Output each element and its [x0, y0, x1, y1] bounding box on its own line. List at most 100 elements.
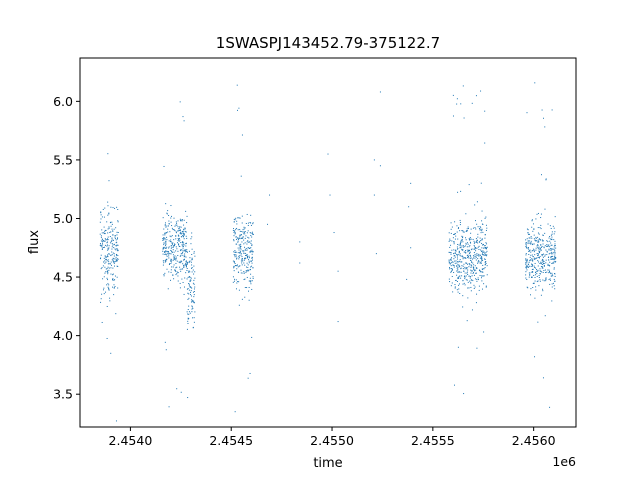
data-point [483, 283, 485, 285]
data-point [481, 252, 483, 254]
data-point [108, 269, 110, 271]
data-point [474, 246, 476, 248]
data-point [551, 283, 553, 285]
data-point [450, 268, 452, 270]
data-point [177, 280, 179, 282]
data-point [113, 262, 115, 264]
data-point [234, 251, 236, 253]
data-point [555, 260, 557, 262]
data-point [526, 286, 528, 288]
y-tick-label: 5.0 [53, 211, 73, 226]
data-point [244, 227, 246, 229]
data-point [240, 252, 242, 254]
data-point [457, 261, 459, 263]
data-point [543, 253, 545, 255]
data-point [162, 238, 164, 240]
data-point [468, 246, 470, 248]
data-point [478, 261, 480, 263]
data-point [546, 245, 548, 247]
data-point [166, 268, 168, 270]
data-point [527, 247, 529, 249]
data-point [166, 213, 168, 215]
data-point [533, 249, 535, 251]
data-point [531, 268, 533, 270]
data-point [462, 283, 464, 285]
data-point [242, 229, 244, 231]
data-point [459, 219, 461, 221]
data-point [184, 253, 186, 255]
data-point [269, 194, 271, 196]
data-point [186, 328, 188, 330]
data-point [485, 246, 487, 248]
data-point [182, 233, 184, 235]
data-point [179, 101, 181, 103]
data-point [183, 230, 185, 232]
data-point [188, 262, 190, 264]
data-point [458, 271, 460, 273]
data-point [540, 217, 542, 219]
data-point [112, 244, 114, 246]
data-point [172, 274, 174, 276]
data-point [247, 257, 249, 259]
data-point [239, 265, 241, 267]
data-point [467, 269, 469, 271]
data-point [485, 251, 487, 253]
data-point [542, 240, 544, 242]
data-point [468, 266, 470, 268]
data-point [107, 271, 109, 273]
data-point [173, 258, 175, 260]
data-point [109, 231, 111, 233]
data-point [183, 249, 185, 251]
data-point [168, 255, 170, 257]
data-point [551, 300, 553, 302]
data-point [537, 212, 539, 214]
data-point [455, 252, 457, 254]
data-point [188, 293, 190, 295]
data-point [165, 250, 167, 252]
data-point [113, 253, 115, 255]
data-point [546, 240, 548, 242]
data-point [112, 239, 114, 241]
data-point [193, 290, 195, 292]
data-point [232, 276, 234, 278]
data-point [117, 255, 119, 257]
data-point [541, 254, 543, 256]
data-point [251, 253, 253, 255]
data-point [474, 227, 476, 229]
data-point [242, 237, 244, 239]
data-point [484, 110, 486, 112]
data-point [471, 270, 473, 272]
data-point [114, 236, 116, 238]
data-point [553, 233, 555, 235]
data-point [469, 251, 471, 253]
data-point [459, 255, 461, 257]
data-point [238, 249, 240, 251]
data-point [252, 233, 254, 235]
data-point [549, 246, 551, 248]
data-point [234, 232, 236, 234]
data-point [547, 269, 549, 271]
data-point [246, 249, 248, 251]
data-point [461, 248, 463, 250]
data-point [470, 272, 472, 274]
data-point [188, 283, 190, 285]
data-point [182, 247, 184, 249]
data-point [540, 261, 542, 263]
data-point [251, 251, 253, 253]
data-point [451, 282, 453, 284]
data-point [459, 271, 461, 273]
data-point [243, 272, 245, 274]
data-point [536, 253, 538, 255]
data-point [466, 262, 468, 264]
data-point [453, 265, 455, 267]
data-point [545, 249, 547, 251]
data-point [240, 269, 242, 271]
data-point [457, 248, 459, 250]
data-point [104, 240, 106, 242]
data-point [103, 216, 105, 218]
data-point [250, 250, 252, 252]
data-point [465, 252, 467, 254]
data-point [247, 377, 249, 379]
data-point [106, 242, 108, 244]
data-point [551, 255, 553, 257]
